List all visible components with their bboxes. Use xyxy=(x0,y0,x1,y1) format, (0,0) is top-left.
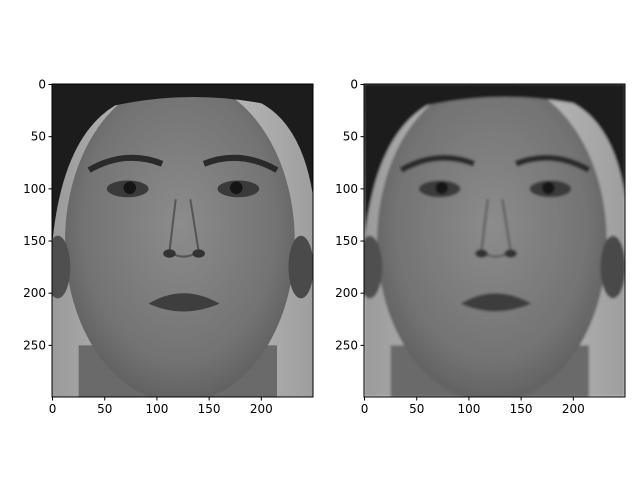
y-tick-label: 250 xyxy=(335,338,358,352)
image-panel-processed: 0 50 100 150 200 0 50 100 150 200 250 xyxy=(335,78,626,416)
y-tick-label: 200 xyxy=(23,286,46,300)
left-ear xyxy=(52,235,71,299)
left-ear xyxy=(364,235,383,299)
y-tick-label: 100 xyxy=(335,182,358,196)
right-nostril xyxy=(504,249,517,258)
x-tick-label: 200 xyxy=(250,402,273,416)
y-tick-label: 50 xyxy=(31,130,46,144)
hair xyxy=(52,84,313,242)
x-tick-label: 150 xyxy=(198,402,221,416)
image-panel-original: 0 50 100 150 200 0 50 100 150 200 250 xyxy=(23,78,314,416)
y-tick-label: 0 xyxy=(350,78,358,92)
right-ear xyxy=(288,235,313,299)
right-pupil xyxy=(230,181,243,195)
x-tick-label: 0 xyxy=(49,402,57,416)
y-tick-label: 250 xyxy=(23,338,46,352)
y-tick-label: 150 xyxy=(335,234,358,248)
left-nostril xyxy=(163,249,176,258)
face-image xyxy=(52,84,313,397)
y-tick-label: 150 xyxy=(23,234,46,248)
x-tick-label: 150 xyxy=(510,402,533,416)
right-eyebrow xyxy=(514,154,591,173)
left-pupil xyxy=(435,181,449,195)
left-pupil xyxy=(123,181,137,195)
y-tick-label: 50 xyxy=(343,130,358,144)
face-shape xyxy=(65,84,295,397)
face-shape xyxy=(377,84,607,397)
left-eyebrow xyxy=(399,154,476,173)
mouth xyxy=(460,293,532,312)
y-tick-label: 0 xyxy=(38,78,46,92)
x-tick-label: 50 xyxy=(97,402,112,416)
mouth xyxy=(148,293,220,312)
right-ear xyxy=(600,235,625,299)
x-tick-label: 0 xyxy=(361,402,369,416)
x-tick-label: 50 xyxy=(409,402,424,416)
axes-frame xyxy=(51,83,314,398)
y-tick-label: 200 xyxy=(335,286,358,300)
y-tick-label: 100 xyxy=(23,182,46,196)
x-tick-label: 100 xyxy=(145,402,168,416)
right-nostril xyxy=(192,249,205,258)
axes-frame xyxy=(363,83,626,398)
left-nostril xyxy=(475,249,488,258)
right-eyebrow xyxy=(202,154,279,173)
left-eyebrow xyxy=(87,154,164,173)
right-pupil xyxy=(542,181,555,195)
x-tick-label: 200 xyxy=(562,402,585,416)
face-image xyxy=(364,84,625,397)
x-tick-label: 100 xyxy=(457,402,480,416)
hair xyxy=(364,84,625,242)
